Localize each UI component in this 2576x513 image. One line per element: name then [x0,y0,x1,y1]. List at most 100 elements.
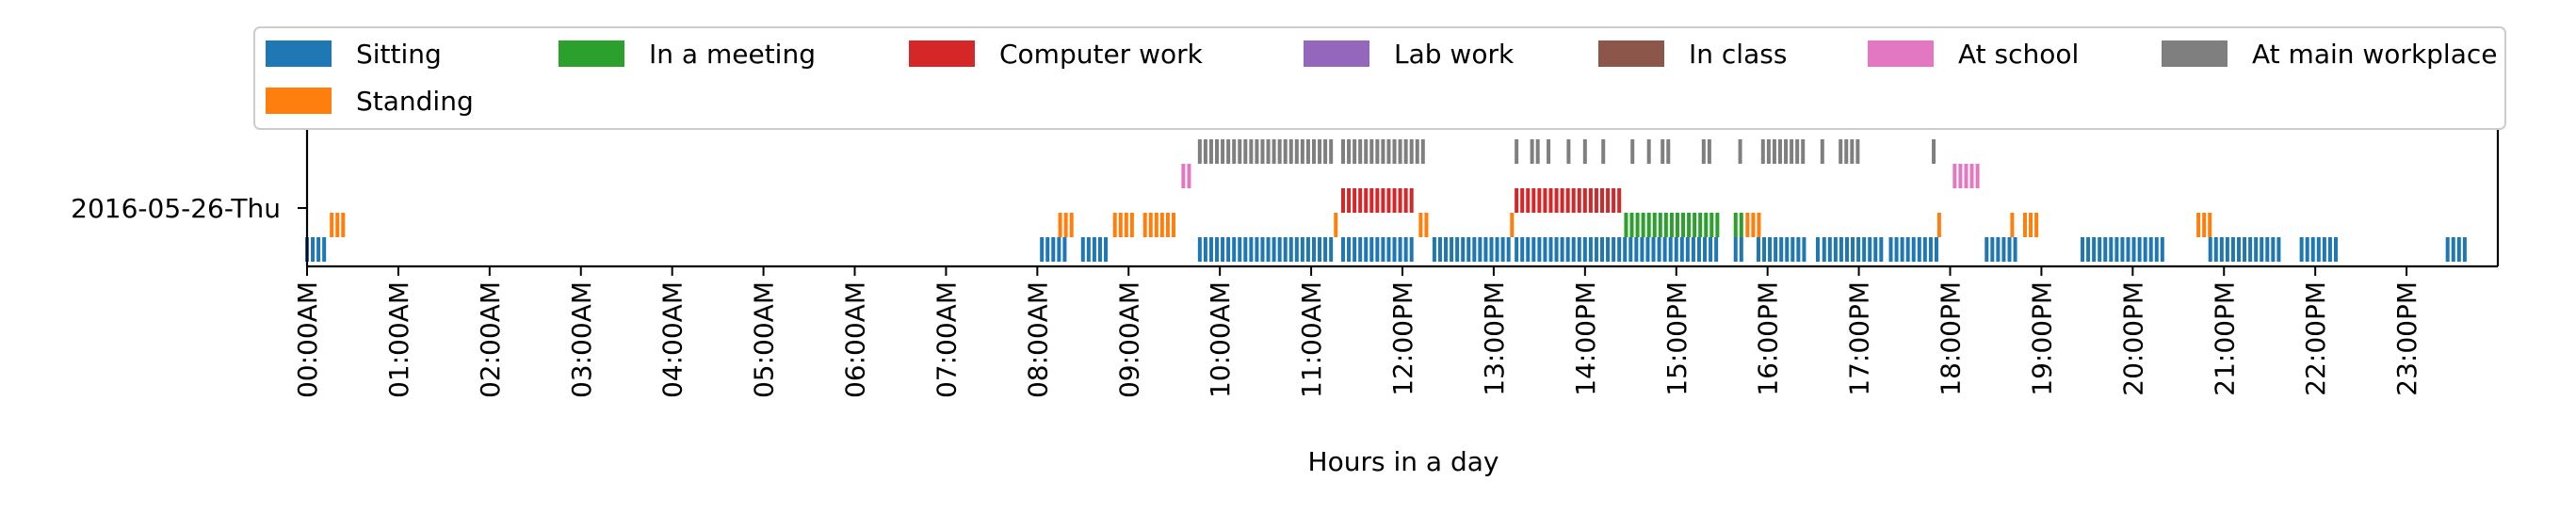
legend-swatch [1598,40,1664,67]
event-mark [1495,237,1499,262]
event-mark [1565,188,1570,213]
event-mark [1693,213,1697,237]
event-mark [1715,213,1720,237]
x-tick-label: 04:00AM [657,281,689,398]
x-tick-label: 02:00AM [475,281,506,398]
event-mark [1483,237,1488,262]
event-mark [1738,139,1742,164]
event-mark [1606,237,1611,262]
event-mark [1232,139,1237,164]
event-mark [2160,237,2164,262]
event-mark [1894,237,1899,262]
event-mark [1537,237,1542,262]
event-mark [1658,213,1662,237]
x-tick-label: 21:00PM [2209,281,2240,396]
event-mark [1398,237,1402,262]
event-mark [1958,164,1963,188]
event-mark [1594,237,1598,262]
event-mark [1645,237,1650,262]
legend-swatch [559,40,624,67]
event-mark [1500,237,1505,262]
legend-swatch [1304,40,1369,67]
event-mark [1300,237,1304,262]
event-mark [1850,139,1855,164]
event-mark [1600,188,1605,213]
event-mark [1628,237,1633,262]
x-tick-label: 01:00AM [383,281,414,398]
event-mark [2148,237,2153,262]
axes: 00:00AM 01:00AM 02:00AM 03:00AM 04:00AM 05:00… [292,130,2500,398]
event-mark [1634,237,1639,262]
event-mark [1796,237,1801,262]
event-mark [1774,237,1778,262]
event-mark [1709,213,1714,237]
event-mark [1827,237,1832,262]
event-mark [1386,237,1391,262]
event-mark [1543,237,1547,262]
event-mark [1820,139,1824,164]
event-mark [1928,237,1933,262]
event-mark [2219,237,2224,262]
event-mark [2322,237,2326,262]
event-mark [1283,237,1288,262]
event-mark [1398,139,1402,164]
event-mark [1353,237,1357,262]
event-mark [1080,237,1085,262]
event-mark [2310,237,2315,262]
event-mark [1760,139,1765,164]
event-mark [1124,213,1128,237]
event-mark [1398,188,1402,213]
legend-label: Standing [356,86,474,117]
event-mark [1851,237,1855,262]
x-tick-label: 05:00AM [749,281,780,398]
event-mark [1051,237,1056,262]
event-mark [1104,237,1109,262]
event-mark [1630,139,1635,164]
event-mark [2265,237,2270,262]
legend-label: Computer work [999,39,1204,70]
event-mark [1040,237,1045,262]
event-mark [2010,213,2015,237]
event-mark [1571,237,1576,262]
event-mark [1526,237,1531,262]
event-mark [316,237,321,262]
event-mark [1159,213,1164,237]
legend-item-computer-work: Computer work [909,39,1204,70]
event-mark [1364,139,1369,164]
event-mark [1381,237,1385,262]
event-mark [1403,139,1408,164]
event-mark [1687,213,1692,237]
x-tick-label: 03:00AM [566,281,597,398]
event-mark [1187,164,1191,188]
x-tick-label: 10:00AM [1205,281,1236,398]
legend-swatch [266,40,332,67]
event-mark [1381,188,1385,213]
event-mark [1305,139,1310,164]
event-mark [1226,139,1231,164]
event-mark [1450,237,1454,262]
event-mark [1594,188,1598,213]
event-mark [1641,213,1645,237]
event-mark [1506,237,1511,262]
event-mark [1489,237,1494,262]
event-mark [2154,237,2159,262]
event-mark [1203,139,1207,164]
event-mark [2202,213,2207,237]
event-mark [1347,139,1352,164]
event-mark [1092,237,1096,262]
event-mark [1669,213,1674,237]
event-mark [1582,237,1587,262]
event-mark [1582,188,1587,213]
event-mark [1588,237,1593,262]
event-mark [1392,139,1397,164]
event-mark [1554,188,1559,213]
event-mark [2126,237,2130,262]
event-mark [1311,139,1316,164]
event-mark [1226,237,1231,262]
legend-item-in-class: In class [1598,39,1787,70]
event-mark [1266,139,1271,164]
event-mark [2109,237,2114,262]
event-mark [1990,237,1995,262]
event-mark [1062,237,1067,262]
